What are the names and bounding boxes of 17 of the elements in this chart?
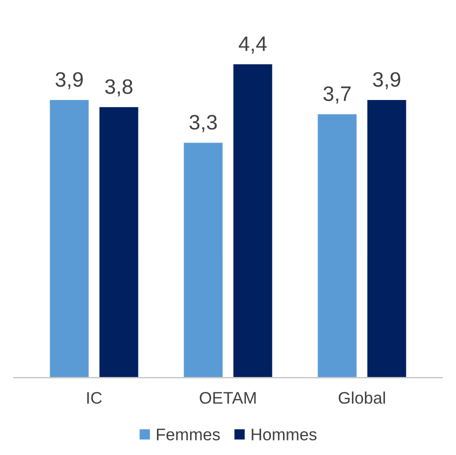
data-label: 3,3 — [190, 114, 217, 132]
data-label: 3,9 — [56, 72, 83, 90]
bar — [366, 98, 408, 378]
data-label: 4,4 — [238, 36, 267, 54]
bar — [48, 98, 90, 378]
legend-label: Hommes — [252, 428, 316, 440]
bar — [182, 141, 224, 378]
bar — [98, 106, 140, 378]
x-tick-label: Global — [338, 392, 385, 404]
legend-label: Femmes — [156, 428, 220, 440]
data-label: 3,7 — [323, 86, 351, 104]
bar — [232, 62, 274, 378]
data-label: 3,9 — [373, 72, 400, 90]
data-label: 3,8 — [105, 79, 132, 96]
x-tick-label: OETAM — [200, 392, 256, 404]
bar — [316, 112, 358, 378]
x-tick-label: IC — [87, 392, 102, 404]
